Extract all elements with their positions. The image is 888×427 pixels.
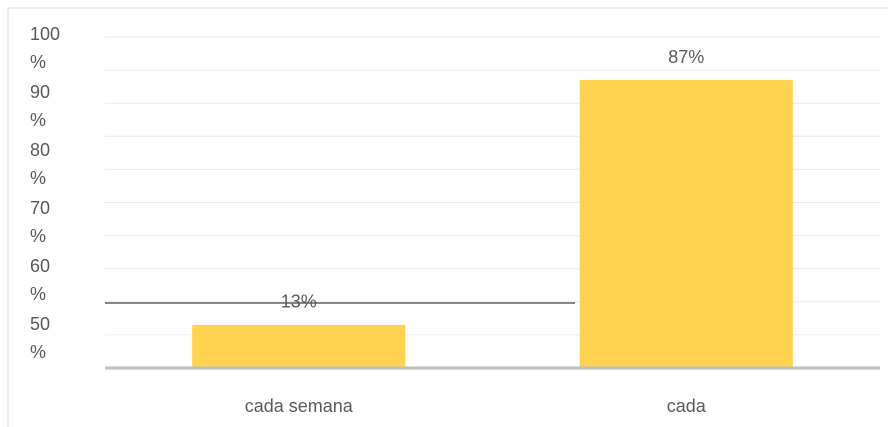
x-tick-label: cada: [667, 396, 707, 416]
y-tick-label: 50: [30, 314, 50, 334]
y-tick-label: 60: [30, 256, 50, 276]
y-tick-label: 90: [30, 82, 50, 102]
bar: [579, 80, 793, 368]
y-tick-label: 100: [30, 24, 60, 44]
chart-frame: [7, 7, 888, 427]
data-label: 13%: [281, 292, 317, 312]
bar: [192, 324, 406, 368]
y-tick-label: 70: [30, 198, 50, 218]
y-tick-label: 80: [30, 140, 50, 160]
y-tick-label: %: [30, 168, 46, 188]
y-tick-label: %: [30, 52, 46, 72]
y-tick-label: %: [30, 284, 46, 304]
y-tick-label: %: [30, 342, 46, 362]
y-tick-label: %: [30, 110, 46, 130]
y-tick-label: %: [30, 226, 46, 246]
x-tick-label: cada semana: [245, 396, 354, 416]
data-label: 87%: [668, 47, 704, 67]
